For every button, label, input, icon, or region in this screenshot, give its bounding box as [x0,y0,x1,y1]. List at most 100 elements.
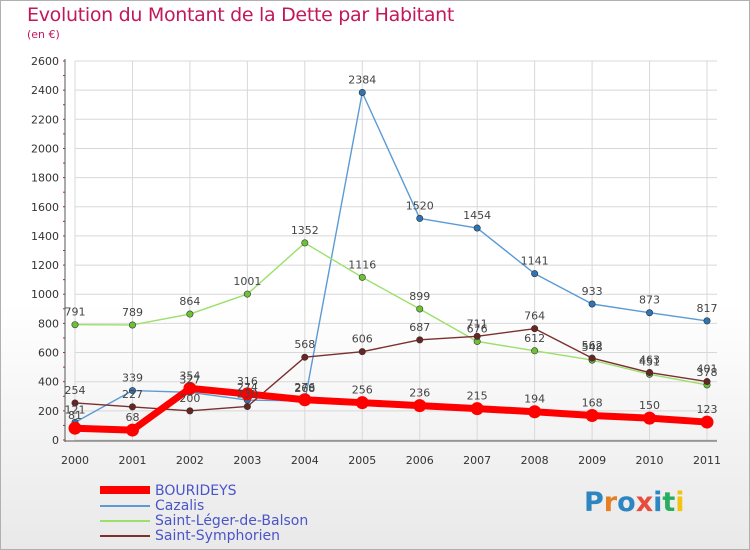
data-point-cazalis [531,270,539,278]
data-point-saint-leger-de-balson [186,310,194,318]
data-point-cazalis [646,309,654,317]
data-label-bourideys: 81 [68,409,82,422]
data-point-saint-symphorien [588,354,596,362]
data-label-bourideys: 150 [639,399,660,412]
data-point-saint-symphorien [646,369,654,377]
data-label-cazalis: 873 [639,294,660,307]
data-label-cazalis: 1520 [406,199,434,212]
data-point-cazalis [703,317,711,325]
data-point-saint-symphorien [128,403,136,411]
data-point-saint-symphorien [416,336,424,344]
data-label-bourideys: 194 [524,393,545,406]
data-label-saint-symphorien: 711 [467,317,488,330]
data-point-saint-leger-de-balson [531,347,539,355]
x-tick-label: 2000 [61,454,89,467]
data-point-bourideys [298,393,312,407]
y-tick-label: 800 [38,317,59,330]
line-chart: 0 200 400 600 800 1000 1200 1400 1600 1800 2000 220… [31,55,721,467]
data-label-saint-symphorien: 606 [352,333,373,346]
data-label-saint-symphorien: 227 [122,388,143,401]
proxiti-logo: Proxiti [584,487,685,518]
y-tick-label: 0 [52,434,59,447]
data-label-bourideys: 276 [294,381,315,394]
data-point-saint-leger-de-balson [71,321,79,329]
y-tick-label: 1800 [31,172,59,185]
data-point-bourideys [240,387,254,401]
y-tick-label: 1200 [31,259,59,272]
data-label-bourideys: 168 [582,397,603,410]
data-point-saint-symphorien [243,402,251,410]
data-point-bourideys [643,411,657,425]
data-label-bourideys: 215 [467,390,488,403]
data-label-saint-leger-de-balson: 676 [467,322,488,335]
data-point-cazalis [416,214,424,222]
data-label-saint-leger-de-balson: 789 [122,306,143,319]
data-point-cazalis [358,88,366,96]
data-label-saint-leger-de-balson: 548 [582,341,603,354]
y-tick-label: 200 [38,405,59,418]
data-point-saint-symphorien [358,348,366,356]
data-label-saint-leger-de-balson: 899 [409,290,430,303]
logo-letter: r [603,487,618,518]
data-label-saint-symphorien: 764 [524,310,545,323]
data-label-cazalis: 268 [294,382,315,395]
series-line-saint-symphorien [74,327,708,412]
data-point-saint-symphorien [703,378,711,386]
legend-swatch-saint-leger-de-balson [100,520,150,522]
data-label-saint-symphorien: 562 [582,339,603,352]
y-tick-label: 1400 [31,230,59,243]
x-tick-label: 2007 [463,454,491,467]
data-label-cazalis: 1141 [521,255,549,268]
logo-letter: x [635,487,654,518]
y-tick-label: 2400 [31,84,59,97]
x-tick-label: 2010 [636,454,664,467]
x-tick-label: 2005 [348,454,376,467]
data-label-saint-symphorien: 200 [179,392,200,405]
legend-label-saint-symphorien: Saint-Symphorien [155,528,281,544]
data-label-cazalis: 1454 [463,209,491,222]
legend-label-bourideys: BOURIDEYS [155,483,237,499]
data-label-saint-symphorien: 254 [65,384,86,397]
data-label-saint-leger-de-balson: 864 [179,295,200,308]
data-label-cazalis: 339 [122,372,143,385]
data-label-saint-leger-de-balson: 1352 [291,224,319,237]
data-label-cazalis: 817 [697,302,718,315]
legend-swatch-cazalis [100,505,150,507]
chart-subtitle: (en €) [27,28,60,41]
data-point-saint-symphorien [531,325,539,333]
data-point-cazalis [588,300,596,308]
data-point-cazalis [128,387,136,395]
legend-swatch-saint-symphorien [100,535,150,537]
y-tick-label: 2600 [31,55,59,68]
data-label-bourideys: 236 [409,387,430,400]
data-point-bourideys [700,415,714,429]
data-label-saint-symphorien: 463 [639,354,660,367]
y-tick-label: 1000 [31,288,59,301]
data-point-bourideys [470,402,484,416]
data-label-saint-leger-de-balson: 1116 [348,258,376,271]
data-label-cazalis: 2384 [348,73,376,86]
data-point-bourideys [413,399,427,413]
data-label-bourideys: 354 [179,369,200,382]
legend-label-saint-leger-de-balson: Saint-Léger-de-Balson [155,513,309,529]
data-point-saint-leger-de-balson [301,239,309,247]
series-line-cazalis [74,91,708,424]
x-tick-label: 2011 [693,454,721,467]
data-point-saint-leger-de-balson [243,290,251,298]
data-label-saint-symphorien: 568 [294,338,315,351]
x-tick-label: 2002 [176,454,204,467]
data-label-saint-leger-de-balson: 451 [639,355,660,368]
logo-letter: P [584,487,604,518]
data-label-bourideys: 256 [352,384,373,397]
data-point-bourideys [183,381,197,395]
data-point-saint-symphorien [473,332,481,340]
data-label-bourideys: 123 [697,403,718,416]
y-tick-label: 400 [38,376,59,389]
logo-letter: i [653,487,663,518]
chart-title: Evolution du Montant de la Dette par Hab… [27,4,455,26]
logo-letter: t [662,487,676,518]
data-label-cazalis: 274 [237,381,258,394]
data-point-saint-symphorien [301,353,309,361]
x-tick-label: 2006 [406,454,434,467]
data-point-saint-symphorien [71,399,79,407]
